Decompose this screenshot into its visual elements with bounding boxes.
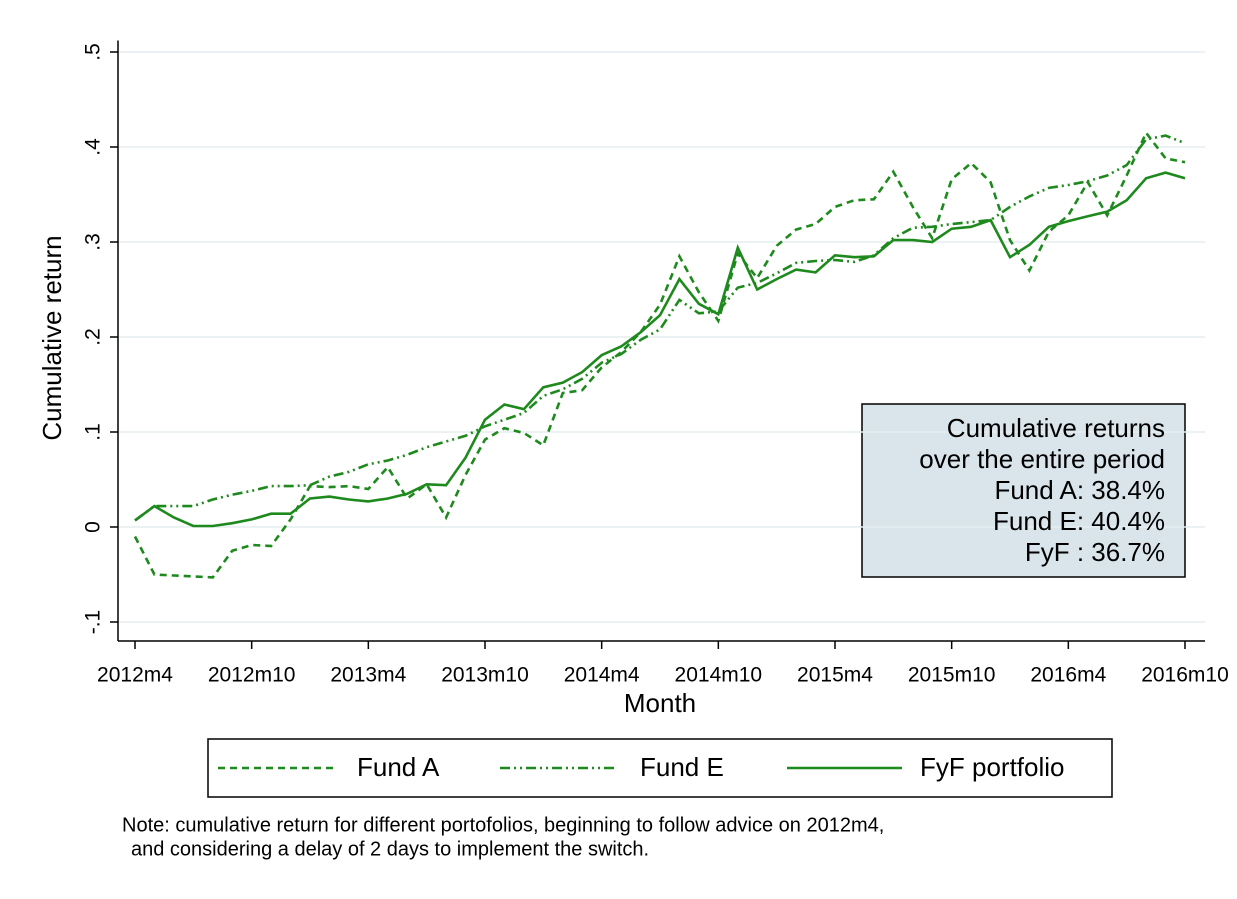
annotation-text: FyF : 36.7% bbox=[1025, 537, 1165, 567]
y-tick-label: .3 bbox=[82, 233, 105, 251]
y-axis-title: Cumulative return bbox=[37, 235, 67, 440]
series-line bbox=[134, 171, 1186, 528]
x-tick-label: 2016m10 bbox=[1141, 664, 1229, 687]
series-line bbox=[134, 134, 1186, 522]
x-tick-label: 2013m4 bbox=[330, 664, 406, 687]
annotation-box bbox=[861, 403, 1186, 578]
x-tick-label: 2012m10 bbox=[208, 664, 296, 687]
x-tick-label: 2014m4 bbox=[564, 664, 640, 687]
y-tick-label: .1 bbox=[82, 423, 105, 441]
annotation-text: Fund A: 38.4% bbox=[994, 475, 1165, 505]
legend bbox=[207, 738, 1113, 798]
y-tick-label: 0 bbox=[82, 521, 105, 533]
annotation-text: over the entire period bbox=[919, 444, 1165, 474]
y-tick-label: -.1 bbox=[82, 610, 105, 635]
y-tick-label: .5 bbox=[82, 43, 105, 61]
note-text: Note: cumulative return for different po… bbox=[122, 814, 884, 836]
annotation-text: Cumulative returns bbox=[947, 413, 1165, 443]
x-tick-label: 2016m4 bbox=[1030, 664, 1106, 687]
x-axis-title: Month bbox=[624, 688, 696, 718]
y-tick-label: .2 bbox=[82, 328, 105, 346]
annotation-text: Fund E: 40.4% bbox=[993, 506, 1165, 536]
legend-label: Fund E bbox=[640, 752, 724, 782]
x-tick-label: 2012m4 bbox=[97, 664, 173, 687]
x-tick-label: 2015m4 bbox=[797, 664, 873, 687]
x-tick-label: 2015m10 bbox=[908, 664, 996, 687]
legend-label: Fund A bbox=[357, 752, 440, 782]
x-tick-label: 2014m10 bbox=[675, 664, 763, 687]
legend-label: FyF portfolio bbox=[920, 752, 1065, 782]
note-text: and considering a delay of 2 days to imp… bbox=[131, 838, 649, 860]
x-tick-label: 2013m10 bbox=[441, 664, 529, 687]
y-tick-label: .4 bbox=[82, 138, 105, 156]
